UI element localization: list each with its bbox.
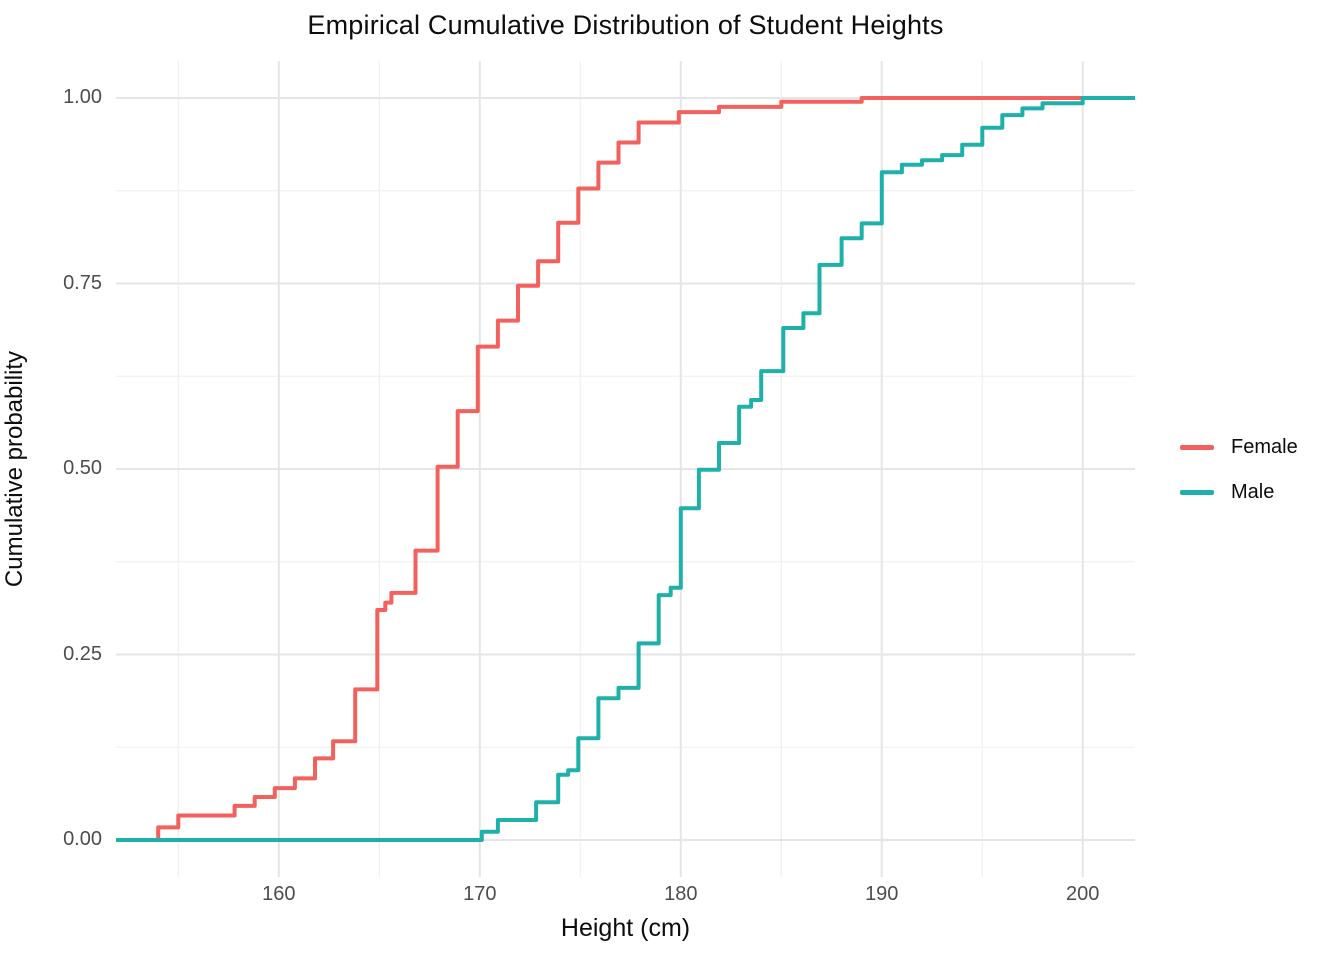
x-tick-label: 160 (262, 883, 296, 905)
x-tick-label: 180 (664, 883, 698, 905)
female-ecdf-line (116, 96, 1135, 842)
female-line-swatch (1180, 445, 1214, 450)
x-tick-label: 200 (1066, 883, 1100, 905)
y-tick-label: 0.00 (63, 828, 102, 850)
legend-label-female: Female (1231, 436, 1298, 458)
chart-title: Empirical Cumulative Distribution of Stu… (307, 10, 944, 40)
male-ecdf-line (116, 96, 1135, 842)
y-tick-label: 1.00 (63, 86, 102, 108)
male-line-swatch (1180, 490, 1214, 495)
x-tick-label: 190 (865, 883, 899, 905)
x-axis-title: Height (cm) (560, 914, 691, 942)
legend: Female Male (1180, 425, 1298, 515)
x-tick-label: 170 (463, 883, 497, 905)
legend-item-male: Male (1180, 470, 1298, 515)
legend-item-female: Female (1180, 425, 1298, 470)
y-tick-label: 0.25 (63, 642, 102, 665)
legend-label-male: Male (1231, 481, 1275, 503)
y-tick-label: 0.75 (63, 271, 102, 294)
y-axis-title: Cumulative probability (1, 350, 28, 588)
y-tick-label: 0.50 (63, 457, 102, 479)
